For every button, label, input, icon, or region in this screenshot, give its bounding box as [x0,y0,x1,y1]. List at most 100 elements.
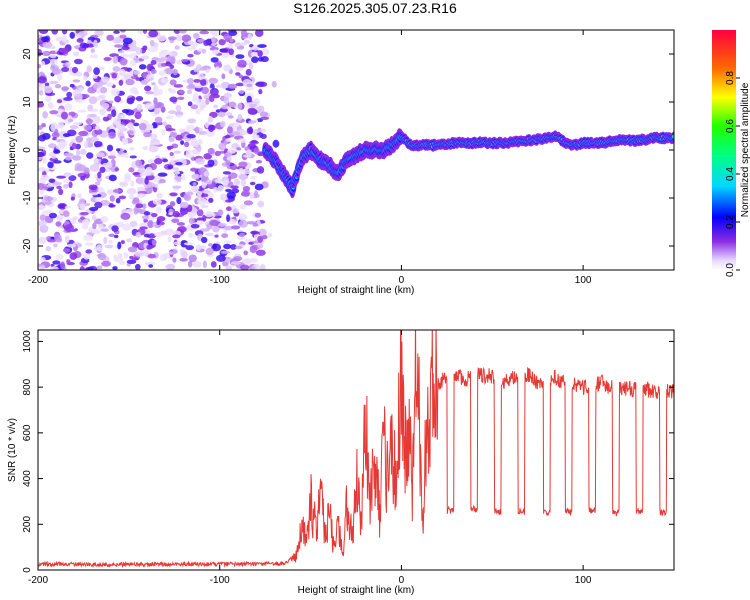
noise-blob [106,161,113,168]
noise-blob [81,219,90,227]
noise-blob [259,264,266,270]
noise-blob [271,80,277,88]
noise-blob [179,201,189,209]
noise-blob [157,34,167,42]
noise-blob [156,192,163,199]
noise-blob [64,205,71,209]
noise-blob [223,140,228,146]
noise-blob [172,68,178,76]
noise-blob [92,83,98,90]
spectrogram-ytick-label: 0 [22,147,33,153]
noise-blob [115,198,121,204]
snr-xtick-label: 0 [399,575,405,586]
noise-blob [118,50,125,54]
noise-blob [239,204,247,210]
noise-blob [51,131,60,139]
noise-blob [112,66,121,72]
noise-blob [154,88,164,95]
noise-blob [75,99,85,103]
noise-blob [267,233,273,238]
noise-blob [230,185,239,189]
noise-blob [76,38,84,43]
noise-blob [119,181,129,187]
noise-blob [257,235,264,243]
noise-blob [75,135,84,143]
noise-blob [165,115,174,120]
noise-blob [135,47,142,55]
noise-blob [83,141,89,149]
noise-blob [208,94,215,103]
noise-blob [133,122,140,127]
snr-ytick-label: 0 [22,567,33,573]
snr-series-line [38,330,674,569]
noise-blob [103,236,108,245]
noise-blob [254,212,262,218]
noise-blob [112,266,118,270]
noise-blob [223,243,232,250]
noise-blob [134,263,141,270]
noise-blob [167,165,173,170]
noise-blob [88,206,99,212]
noise-blob [106,34,115,41]
noise-blob [114,167,120,172]
noise-blob [199,78,207,86]
noise-blob [97,171,102,179]
noise-blob [109,53,119,58]
noise-blob [207,147,215,155]
noise-blob [58,203,66,209]
noise-blob [140,55,150,60]
noise-blob [221,233,229,239]
noise-blob [208,77,219,84]
noise-blob [142,71,147,79]
noise-blob [69,83,75,88]
noise-blob [169,151,174,157]
noise-blob [207,159,215,167]
noise-blob [108,174,117,182]
noise-blob [113,44,124,48]
noise-blob [56,73,63,81]
noise-blob [223,96,230,104]
noise-blob [148,46,158,53]
noise-blob [220,193,226,199]
noise-blob [199,228,210,232]
noise-blob [72,51,80,57]
noise-blob [213,186,218,193]
noise-blob [209,87,219,96]
noise-blob [38,76,48,84]
noise-blob [121,223,132,231]
noise-blob [203,39,210,46]
noise-blob [150,212,158,218]
noise-blob [172,167,179,171]
noise-blob [96,265,103,270]
noise-blob [48,143,57,149]
noise-blob [218,39,226,46]
noise-blob [77,109,87,113]
noise-blob [47,161,54,169]
colorbar-tick-label: 0.6 [725,119,736,133]
noise-blob [140,79,148,85]
noise-blob [260,56,269,63]
noise-blob [239,264,250,270]
noise-blob [230,225,241,230]
noise-blob [169,96,178,103]
noise-blob [85,118,93,125]
noise-blob [69,124,79,130]
noise-blob [85,80,91,87]
noise-blob [139,250,149,254]
noise-blob [84,242,94,246]
noise-blob [226,156,232,161]
noise-blob [83,234,94,242]
noise-blob [153,97,158,106]
noise-blob [229,218,237,225]
noise-blob [53,149,61,154]
noise-blob [106,144,114,152]
noise-blob [169,251,174,255]
noise-blob [120,240,125,245]
noise-blob [143,131,152,138]
noise-blob [53,243,58,248]
noise-blob [42,132,51,140]
noise-blob [144,177,149,185]
noise-blob [75,143,81,150]
noise-blob [93,157,99,164]
snr-plot-area [38,330,674,570]
